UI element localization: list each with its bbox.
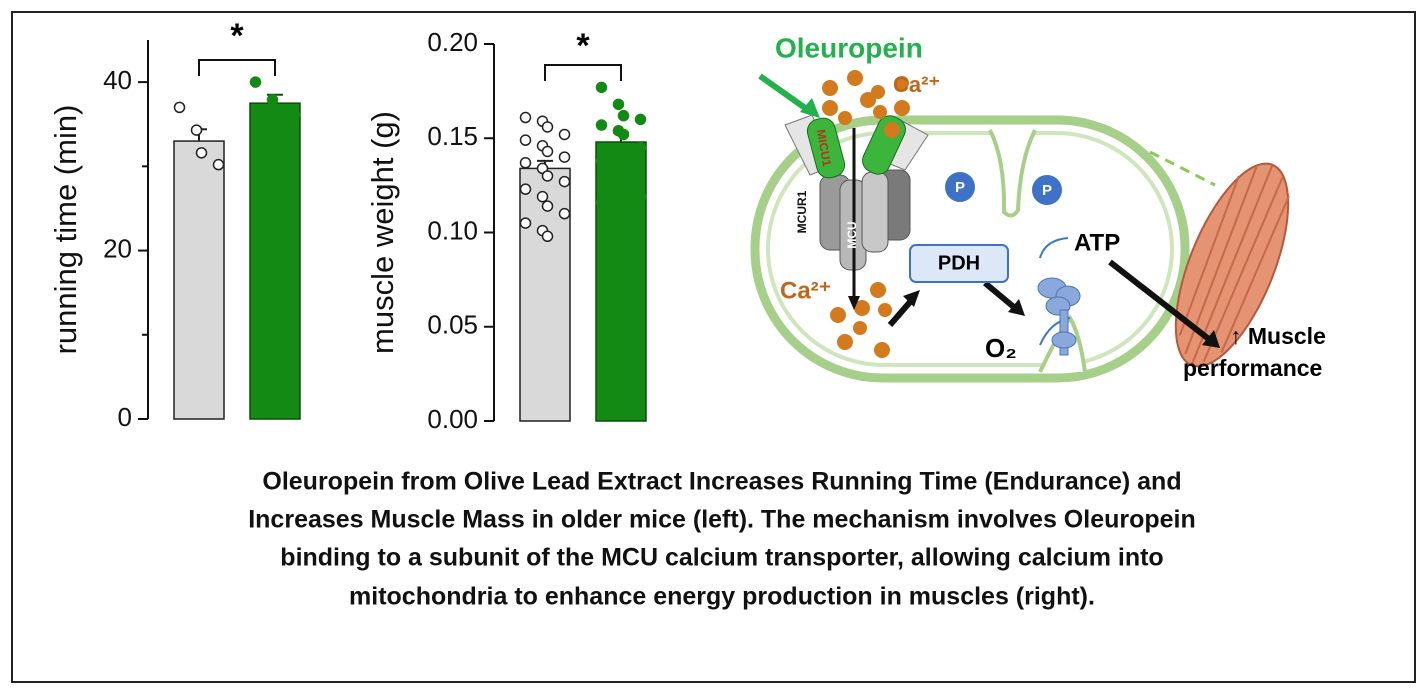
pdh-box bbox=[909, 244, 1009, 283]
data-point bbox=[617, 109, 630, 122]
enzyme-label: PDH bbox=[938, 252, 980, 274]
data-point bbox=[541, 170, 554, 182]
bar bbox=[173, 140, 225, 420]
atp-synthase bbox=[1037, 277, 1081, 356]
data-point bbox=[558, 128, 571, 141]
arrowhead bbox=[903, 290, 920, 307]
muscle-fiber bbox=[1178, 165, 1290, 365]
arrow bbox=[758, 73, 810, 113]
phosphate-label: P bbox=[1042, 182, 1052, 199]
phosphate-icon bbox=[1032, 175, 1062, 205]
data-point bbox=[536, 190, 549, 203]
data-point bbox=[617, 175, 630, 188]
data-point bbox=[595, 119, 608, 131]
y-tick-label: 0.20 bbox=[427, 27, 478, 57]
data-point bbox=[173, 101, 186, 114]
y-axis-label: running time (min) bbox=[48, 105, 83, 355]
calcium-dots bbox=[822, 70, 910, 358]
data-point bbox=[249, 76, 262, 88]
muscle bbox=[1174, 162, 1290, 368]
significance-bracket bbox=[544, 64, 622, 81]
y-tick-label: 20 bbox=[103, 233, 132, 263]
micu-label: MICU1 bbox=[814, 128, 834, 168]
data-point bbox=[190, 124, 203, 136]
data-point bbox=[595, 196, 608, 209]
mcur-label: MCUR1 bbox=[795, 190, 809, 233]
data-point bbox=[634, 113, 647, 126]
arrowhead bbox=[1202, 330, 1220, 348]
significance-label: * bbox=[230, 17, 244, 55]
caption: Oleuropein from Olive Lead Extract Incre… bbox=[248, 468, 1196, 611]
data-point bbox=[266, 94, 279, 106]
data-point bbox=[595, 81, 608, 94]
arrowhead bbox=[848, 296, 860, 310]
y-tick-label: 0.15 bbox=[427, 121, 478, 151]
arrow bbox=[1039, 237, 1069, 259]
caption-line: Oleuropein from Olive Lead Extract Incre… bbox=[262, 468, 1181, 496]
oxygen-label: O₂ bbox=[985, 333, 1017, 363]
arrow bbox=[983, 280, 1017, 311]
data-point bbox=[558, 151, 571, 163]
zoom-line bbox=[1149, 150, 1216, 187]
calcium-label: Ca²⁺ bbox=[780, 277, 831, 304]
data-point bbox=[212, 158, 225, 171]
calcium-label: Ca²⁺ bbox=[893, 72, 940, 97]
y-axis-label: muscle weight (g) bbox=[365, 111, 400, 354]
data-point bbox=[558, 175, 571, 188]
data-point bbox=[541, 200, 554, 212]
arrowhead bbox=[1008, 299, 1025, 316]
phosphate-label: P bbox=[955, 179, 965, 196]
data-point bbox=[519, 111, 532, 124]
data-point bbox=[541, 121, 554, 133]
data-point bbox=[595, 155, 608, 167]
data-point bbox=[519, 217, 532, 229]
caption-line: binding to a subunit of the MCU calcium … bbox=[280, 544, 1163, 572]
outcome-label: performance bbox=[1183, 355, 1322, 381]
y-tick-label: 0.00 bbox=[427, 404, 478, 434]
compound-label: Oleuropein bbox=[775, 32, 923, 63]
data-point bbox=[271, 109, 284, 121]
y-tick-label: 0.10 bbox=[427, 215, 478, 245]
micu-cylinder bbox=[806, 117, 846, 179]
y-tick-label: 0.05 bbox=[427, 310, 478, 340]
mcu-label: MCU bbox=[845, 221, 859, 248]
data-point bbox=[612, 98, 625, 111]
caption-line: Increases Muscle Mass in older mice (lef… bbox=[248, 506, 1196, 534]
data-point bbox=[288, 109, 301, 121]
arrowhead bbox=[800, 98, 820, 118]
significance-label: * bbox=[576, 27, 590, 65]
mechanism-diagram: Oleuropein Ca²⁺ Ca²⁺ MICU1 MCUR1 MCU P P… bbox=[750, 32, 1326, 383]
data-point bbox=[634, 190, 647, 203]
data-point bbox=[558, 207, 571, 220]
data-point bbox=[519, 134, 532, 146]
data-point bbox=[519, 157, 532, 169]
data-point bbox=[617, 128, 630, 141]
arrow bbox=[887, 300, 913, 327]
data-point bbox=[195, 147, 208, 159]
bar bbox=[595, 141, 647, 422]
data-point bbox=[541, 230, 554, 243]
significance-bracket bbox=[198, 59, 276, 76]
y-tick-label: 0 bbox=[118, 402, 132, 432]
outcome-label: ↑ Muscle bbox=[1230, 323, 1326, 349]
crista bbox=[988, 129, 1037, 218]
y-tick-label: 40 bbox=[103, 65, 132, 95]
cylinder bbox=[861, 171, 889, 253]
data-point bbox=[612, 166, 625, 178]
data-point bbox=[541, 145, 554, 158]
arrow bbox=[1108, 259, 1212, 343]
caption-line: mitochondria to enhance energy productio… bbox=[349, 583, 1095, 611]
bar bbox=[249, 102, 301, 420]
energy-label: ATP bbox=[1074, 229, 1120, 256]
phosphate-icon bbox=[945, 172, 975, 202]
data-point bbox=[519, 183, 532, 195]
data-point bbox=[634, 141, 647, 154]
